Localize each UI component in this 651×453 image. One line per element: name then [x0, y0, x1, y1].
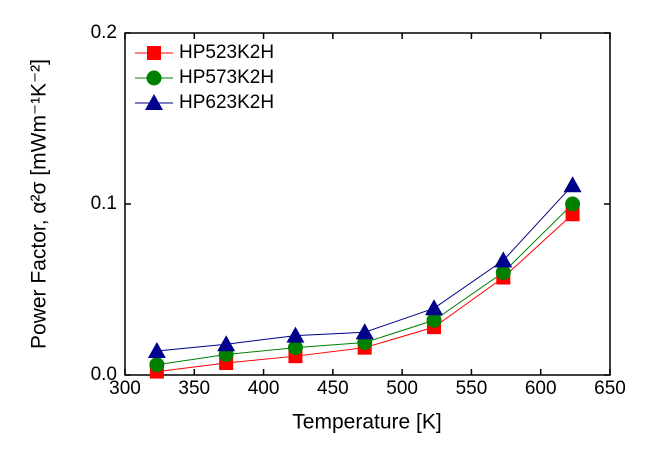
data-point — [563, 176, 582, 193]
legend-text: HP523K2H — [179, 42, 274, 63]
legend-marker — [147, 46, 161, 60]
x-tick-label: 400 — [248, 378, 280, 399]
x-axis-title: Temperature [K] — [292, 411, 441, 434]
data-point — [355, 323, 374, 340]
data-point — [147, 342, 166, 359]
data-point — [287, 340, 303, 356]
data-point — [149, 357, 165, 373]
x-tick-label: 650 — [594, 378, 626, 399]
legend-text: HP573K2H — [179, 67, 274, 88]
data-point — [495, 264, 511, 280]
y-tick-label: 0.1 — [91, 193, 117, 214]
x-tick-label: 300 — [109, 378, 141, 399]
y-tick-label: 0.0 — [91, 364, 117, 385]
data-point — [425, 299, 444, 316]
legend-marker — [145, 94, 163, 110]
data-point — [286, 326, 305, 343]
x-tick-label: 450 — [317, 378, 349, 399]
data-point — [565, 196, 581, 212]
y-axis-title: Power Factor, α²σ [mWm⁻¹K⁻²] — [28, 59, 51, 349]
data-point — [426, 312, 442, 328]
x-tick-label: 550 — [456, 378, 488, 399]
x-tick-label: 350 — [178, 378, 210, 399]
x-tick-label: 600 — [525, 378, 557, 399]
legend-marker — [146, 70, 162, 86]
x-tick-label: 500 — [386, 378, 418, 399]
data-point — [494, 251, 513, 268]
data-point — [565, 207, 580, 222]
legend-text: HP623K2H — [179, 92, 274, 113]
y-tick-label: 0.2 — [91, 22, 117, 43]
data-point — [217, 335, 236, 352]
